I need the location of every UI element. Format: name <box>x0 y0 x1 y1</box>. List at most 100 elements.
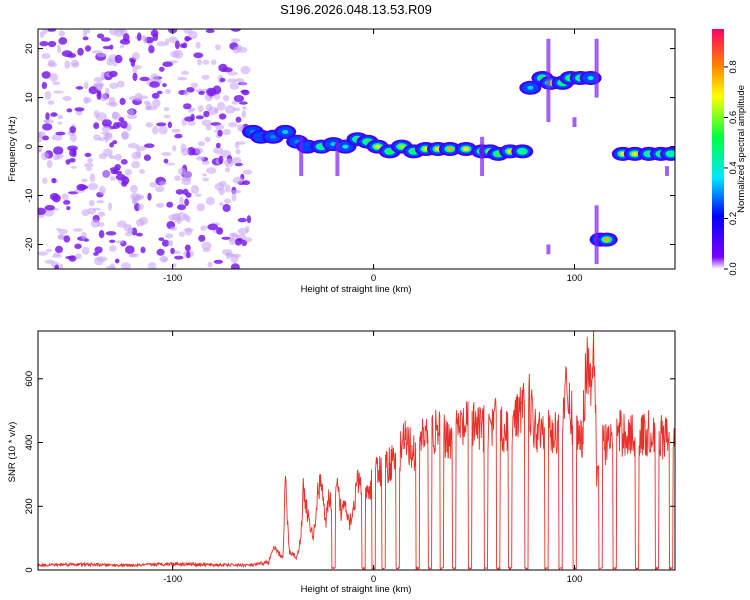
noise-speckle <box>224 158 234 168</box>
noise-speckle <box>121 131 130 140</box>
ridge-blob <box>386 149 393 154</box>
smear <box>665 166 669 176</box>
noise-speckle <box>131 160 141 169</box>
noise-speckle <box>84 152 92 158</box>
smear <box>480 136 485 176</box>
noise-speckle <box>230 263 240 269</box>
noise-speckle <box>96 222 105 227</box>
noise-speckle <box>233 107 241 112</box>
noise-speckle <box>88 86 99 95</box>
noise-speckle <box>240 65 251 75</box>
noise-speckle <box>47 59 56 66</box>
noise-speckle <box>97 211 106 217</box>
noise-speckle <box>172 263 177 268</box>
noise-speckle <box>140 246 146 254</box>
noise-speckle <box>170 247 175 255</box>
ridge-blob <box>282 129 289 134</box>
noise-speckle <box>114 258 120 264</box>
noise-speckle <box>188 107 196 112</box>
noise-speckle <box>184 227 193 236</box>
noise-speckle <box>75 86 84 90</box>
colorbar-tick-label: 0.0 <box>728 262 739 275</box>
noise-speckle <box>165 233 174 239</box>
ridge-blob <box>631 151 638 156</box>
noise-speckle <box>110 155 117 160</box>
x-tick-label: -100 <box>163 574 182 585</box>
noise-speckle <box>138 95 149 100</box>
noise-speckle <box>218 187 226 196</box>
noise-speckle <box>120 120 128 129</box>
noise-speckle <box>47 100 55 105</box>
ridge-blob <box>342 144 349 149</box>
smear <box>335 141 340 176</box>
snr-ylabel: SNR (10 * v/v) <box>7 422 18 483</box>
noise-speckle <box>81 246 90 255</box>
noise-speckle <box>47 29 56 32</box>
noise-speckle <box>72 148 77 158</box>
noise-speckle <box>234 141 240 149</box>
noise-speckle <box>93 76 104 83</box>
noise-speckle <box>96 200 105 204</box>
noise-speckle <box>87 207 96 215</box>
noise-speckle <box>115 240 124 244</box>
noise-speckle <box>196 203 205 212</box>
noise-speckle <box>174 40 180 50</box>
noise-speckle <box>144 143 155 148</box>
noise-speckle <box>186 87 195 93</box>
noise-speckle <box>200 225 207 231</box>
noise-speckle <box>155 202 165 208</box>
smear <box>572 117 577 127</box>
ridge-blob <box>398 144 405 149</box>
noise-speckle <box>127 114 138 120</box>
noise-speckle <box>42 177 48 184</box>
noise-speckle <box>218 113 227 120</box>
x-tick-label: 0 <box>371 574 376 585</box>
noise-speckle <box>236 238 244 242</box>
noise-speckle <box>173 50 184 59</box>
noise-speckle <box>227 78 237 83</box>
ridge-blob <box>304 144 311 149</box>
noise-speckle <box>114 164 121 170</box>
noise-speckle <box>120 262 131 269</box>
noise-speckle <box>217 101 226 111</box>
noise-speckle <box>142 35 148 44</box>
y-tick-label: -20 <box>24 238 35 252</box>
noise-speckle <box>215 44 221 51</box>
noise-speckle <box>128 253 136 258</box>
y-tick-label: 0 <box>24 567 35 572</box>
noise-speckle <box>108 96 116 104</box>
noise-speckle <box>174 175 181 181</box>
noise-speckle <box>213 107 219 113</box>
noise-speckle <box>43 119 55 124</box>
noise-speckle <box>59 263 64 269</box>
noise-speckle <box>239 101 248 105</box>
noise-speckle <box>57 121 62 125</box>
noise-speckle <box>207 261 213 268</box>
noise-speckle <box>41 53 51 60</box>
noise-speckle <box>81 231 87 240</box>
noise-speckle <box>213 93 221 100</box>
noise-speckle <box>72 62 79 66</box>
noise-speckle <box>57 234 64 240</box>
noise-speckle <box>46 159 53 168</box>
noise-speckle <box>84 45 92 52</box>
noise-speckle <box>181 147 190 156</box>
noise-speckle <box>242 180 251 186</box>
noise-speckle <box>150 73 160 83</box>
noise-speckle <box>98 185 106 195</box>
noise-speckle <box>101 125 112 132</box>
noise-speckle <box>61 193 69 201</box>
noise-speckle <box>58 37 68 45</box>
ridge-blob <box>462 147 470 151</box>
noise-speckle <box>223 198 232 204</box>
noise-speckle <box>42 29 48 35</box>
noise-speckle <box>246 215 252 224</box>
noise-speckle <box>183 103 192 110</box>
noise-speckle <box>152 99 161 108</box>
noise-speckle <box>240 81 247 86</box>
noise-speckle <box>91 50 103 54</box>
noise-speckle <box>198 234 206 242</box>
noise-speckle <box>231 192 237 202</box>
noise-speckle <box>203 110 210 118</box>
noise-speckle <box>143 154 151 161</box>
